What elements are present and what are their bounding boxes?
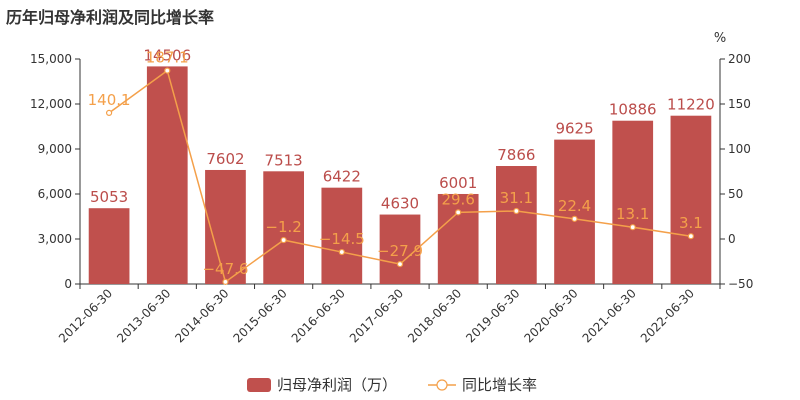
x-tick-label: 2018-06-30 [405, 286, 464, 345]
bar-value-label: 5053 [90, 188, 128, 206]
line-value-label: 22.4 [558, 197, 591, 215]
x-tick-label: 2022-06-30 [638, 286, 697, 345]
line-point [629, 224, 636, 231]
bar [88, 208, 130, 284]
line-point [396, 261, 404, 268]
line-value-label: 140.1 [88, 91, 131, 109]
x-tick-label: 2013-06-30 [114, 286, 173, 345]
bar-value-label: 14506 [143, 46, 191, 64]
line-point [280, 236, 287, 244]
line-point [338, 248, 345, 256]
line-value-label: 3.1 [679, 214, 703, 232]
chart-title: 历年归母净利润及同比增长率 [6, 8, 215, 27]
bar-value-label: 11220 [667, 96, 715, 114]
y-right-tick-label: 200 [728, 52, 751, 66]
line-point [222, 278, 229, 285]
line-value-label: −47.6 [202, 260, 248, 278]
bars-layer [88, 66, 712, 285]
bar [146, 66, 188, 284]
y-right-tick-label: 100 [728, 142, 751, 156]
bar [496, 166, 537, 284]
bar [263, 171, 304, 284]
legend-line-label: 同比增长率 [462, 376, 537, 394]
labels-layer: 5053 14506 7602 7513 6422 4630 6001 7866 9625 108… [88, 46, 715, 277]
y-right-unit-label: % [714, 31, 726, 46]
bar [612, 120, 654, 285]
line-point [164, 67, 171, 74]
y-left-tick-label: 6,000 [38, 187, 72, 201]
y-left-tick-label: 0 [64, 277, 72, 291]
x-tick-label: 2016-06-30 [289, 286, 348, 345]
line-value-label: 31.1 [500, 189, 533, 207]
legend-bar-label: 归母净利润（万） [277, 376, 397, 394]
legend-line-marker [436, 379, 448, 391]
y-right-tick-label: 0 [728, 232, 736, 246]
bar-value-label: 6422 [323, 168, 361, 186]
bar-value-label: 4630 [381, 195, 419, 213]
line-point [513, 207, 520, 215]
bar [205, 169, 246, 284]
line-point [571, 215, 578, 222]
line-value-label: −1.2 [265, 218, 301, 236]
bar [437, 193, 479, 284]
x-tick-label: 2012-06-30 [56, 286, 115, 345]
y-right-tick-label: 150 [728, 97, 751, 111]
y-left-tick-label: 9,000 [38, 142, 72, 156]
line-layer [105, 67, 695, 285]
line-value-label: 13.1 [616, 205, 649, 223]
line-point [105, 109, 113, 117]
bar [379, 214, 421, 284]
bar [321, 187, 363, 284]
line-value-label: −14.5 [319, 230, 365, 248]
bar-value-label: 7866 [497, 146, 535, 164]
y-left-tick-label: 15,000 [30, 52, 72, 66]
x-tick-label: 2021-06-30 [580, 286, 639, 345]
y-right-tick-label: 50 [728, 187, 743, 201]
legend-bar-swatch [247, 378, 271, 392]
y-right-tick-label: −50 [728, 277, 753, 291]
y-left-tick-label: 3,000 [38, 232, 72, 246]
line-value-label: 29.6 [441, 190, 474, 208]
legend: 归母净利润（万） 同比增长率 [247, 376, 537, 394]
x-tick-label: 2014-06-30 [172, 286, 231, 345]
line-value-label: −27.9 [377, 242, 423, 260]
bar-value-label: 9625 [555, 120, 593, 138]
x-tick-label: 2017-06-30 [347, 286, 406, 345]
line-point [455, 209, 462, 216]
x-tick-label: 2020-06-30 [521, 286, 580, 345]
bar-value-label: 6001 [439, 174, 477, 192]
line-point [687, 233, 695, 240]
y-left-tick-label: 12,000 [30, 97, 72, 111]
bar [554, 139, 595, 284]
x-tick-label: 2015-06-30 [231, 286, 290, 345]
bar-value-label: 7602 [206, 150, 244, 168]
bar-value-label: 10886 [609, 101, 657, 119]
bar-value-label: 7513 [265, 151, 303, 169]
x-tick-label: 2019-06-30 [463, 286, 522, 345]
bar [670, 115, 712, 284]
line-value-label: 187.1 [146, 49, 189, 67]
